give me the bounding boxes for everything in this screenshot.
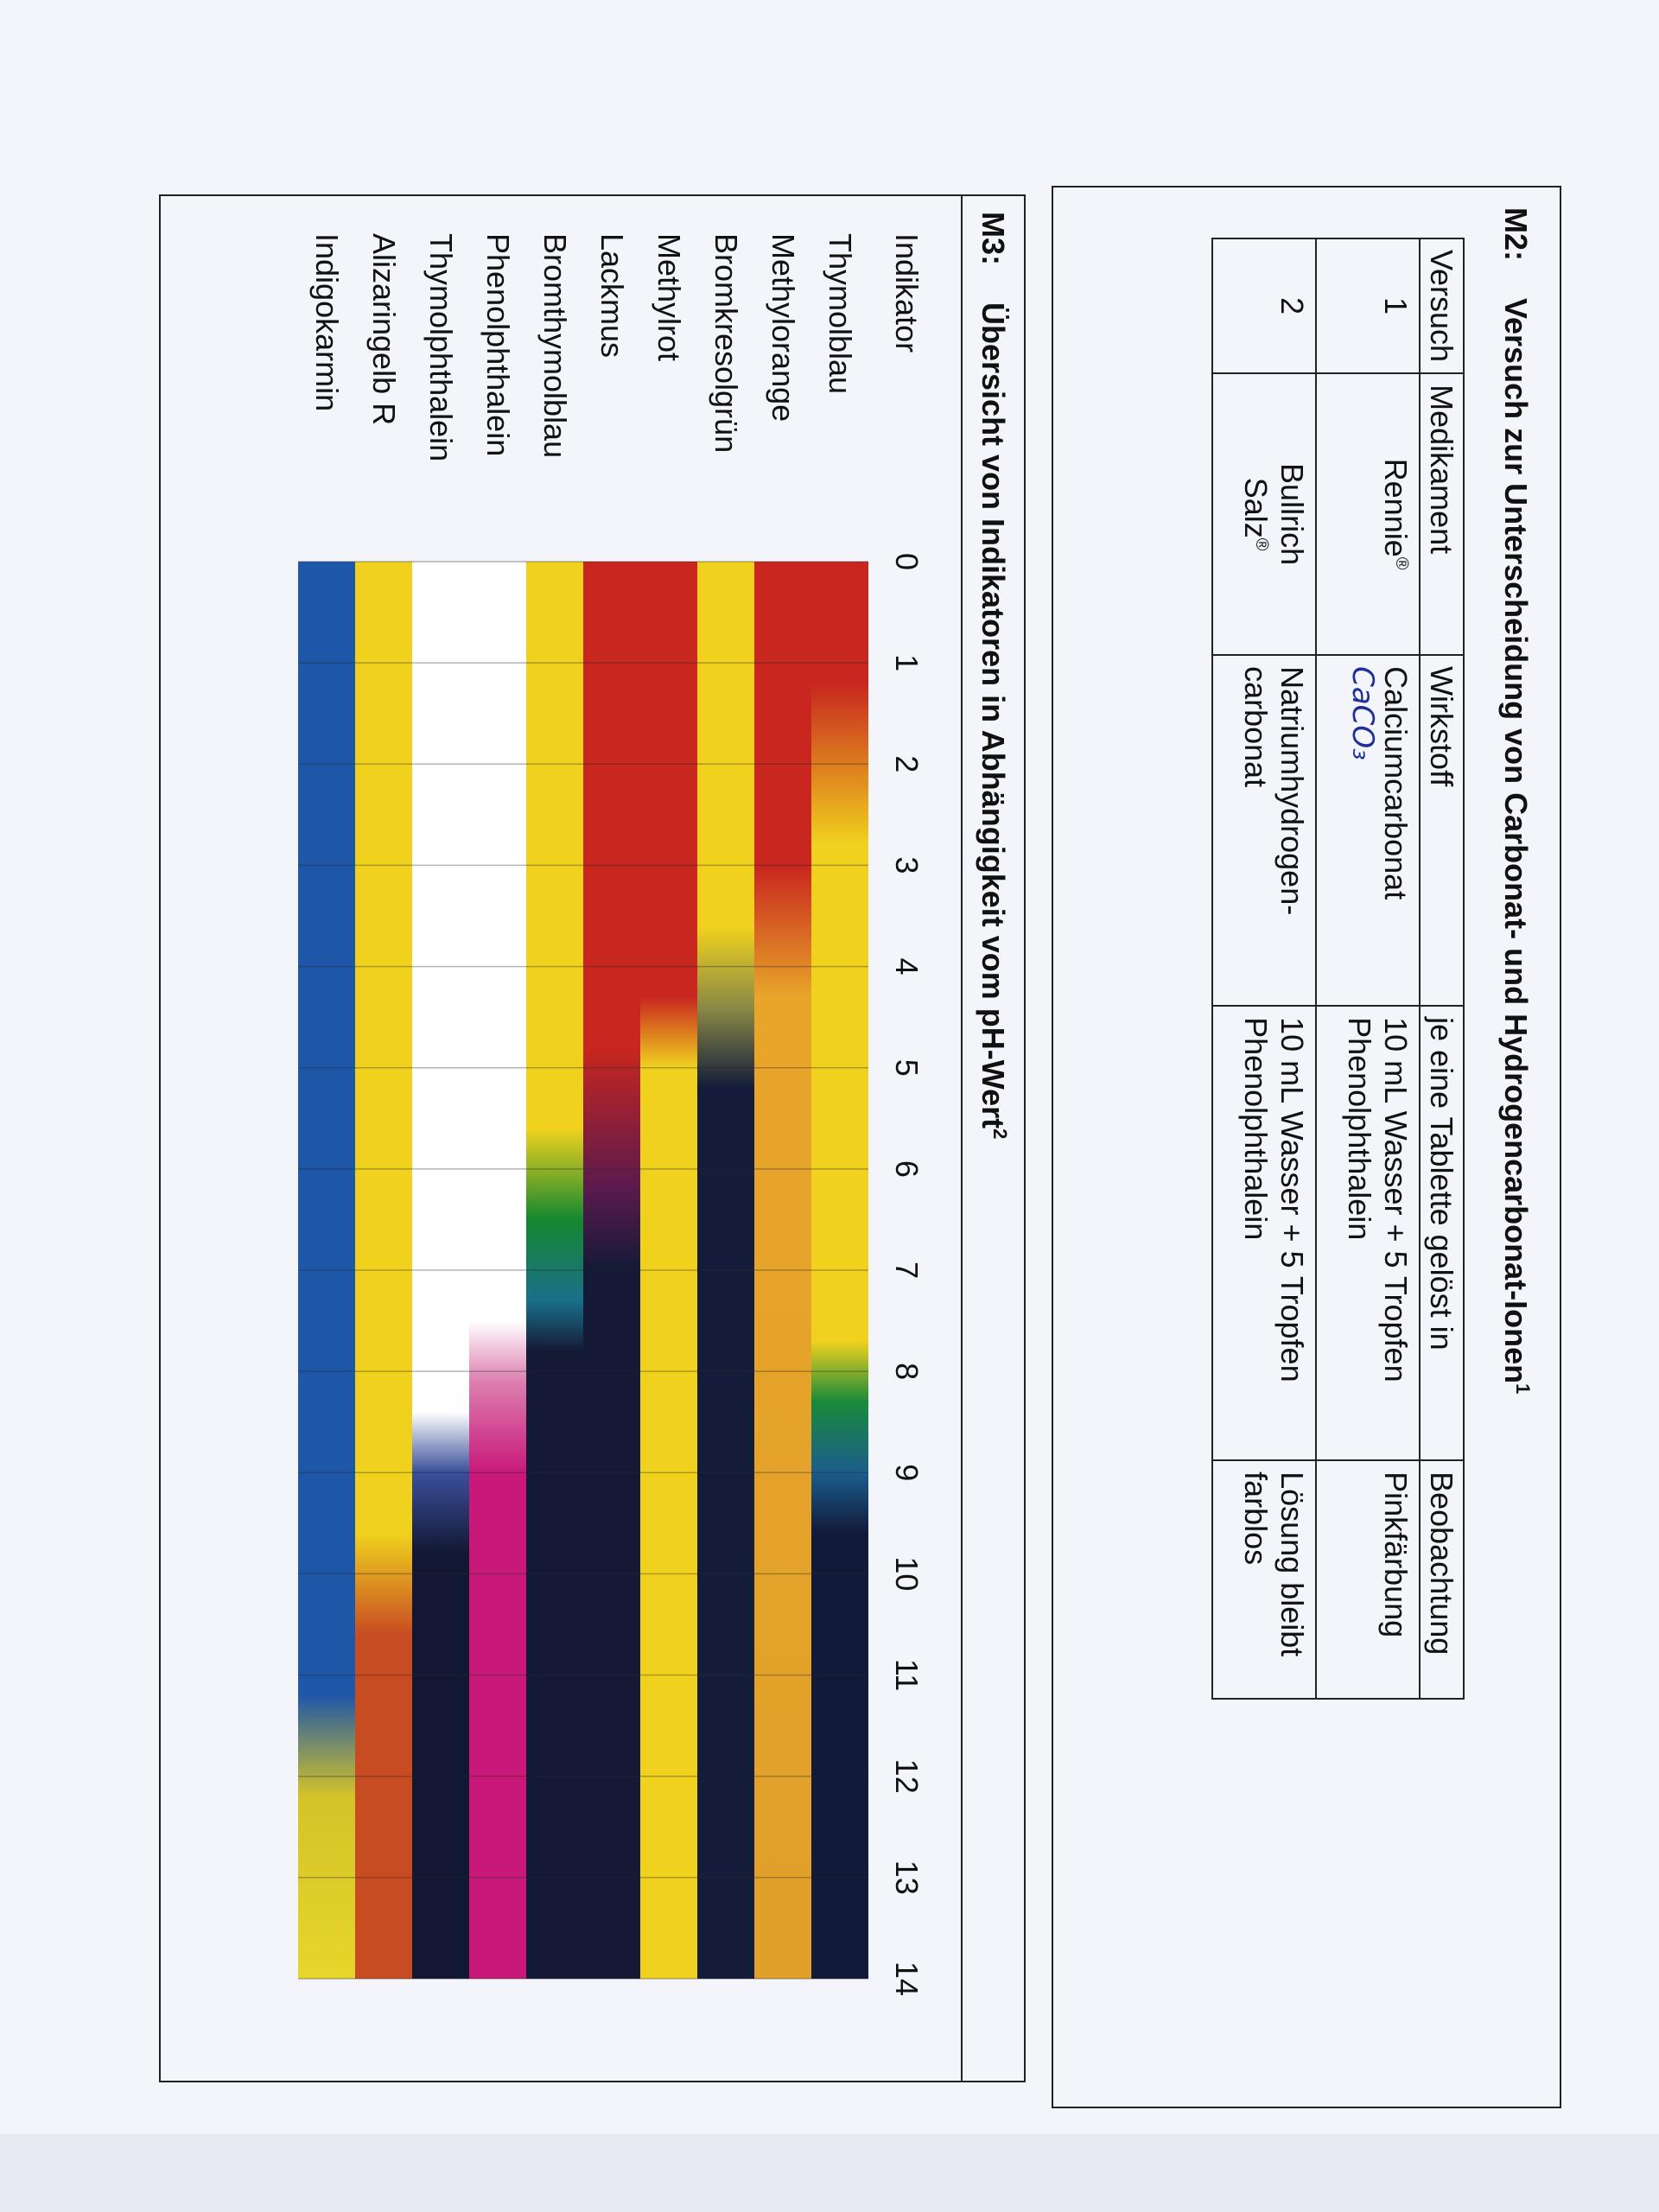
indicator-color-band [355, 562, 412, 1979]
indicator-color-band [754, 562, 811, 1979]
indicator-color-band [697, 562, 754, 1979]
indicator-color-band [583, 562, 640, 1979]
indicator-color-band [298, 562, 355, 1979]
indicator-color-band [469, 562, 526, 1979]
indicator-color-band [526, 562, 583, 1979]
indicator-color-band [412, 562, 469, 1979]
indicator-color-band [811, 562, 868, 1979]
indicator-color-band [640, 562, 697, 1979]
